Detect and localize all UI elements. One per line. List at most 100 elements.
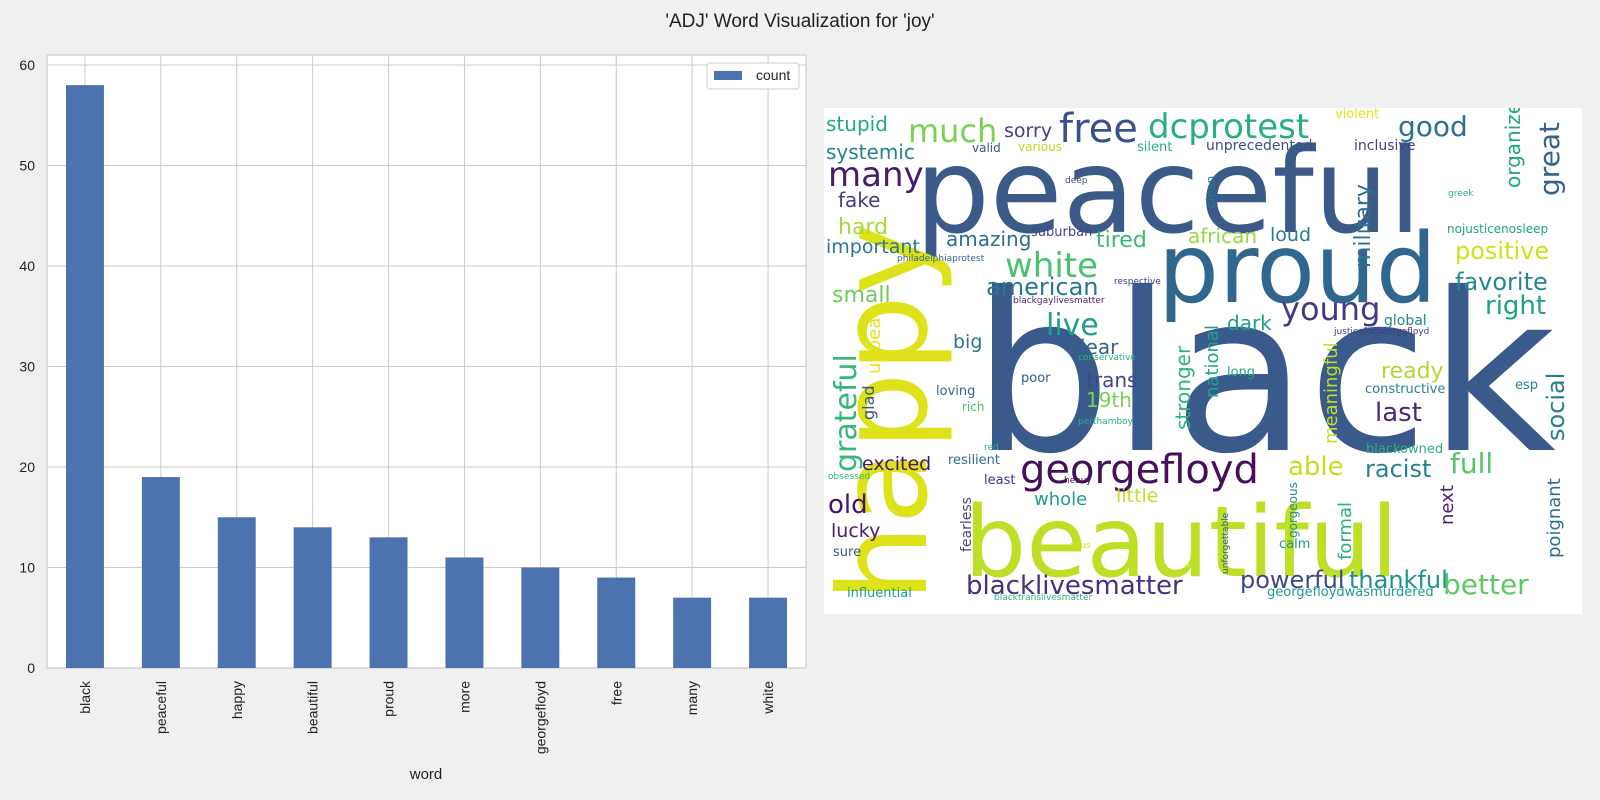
- legend-label: count: [756, 67, 790, 83]
- bar-free: [597, 577, 636, 668]
- wordcloud-word-positive: positive: [1455, 237, 1549, 265]
- wordcloud-word-systemic: systemic: [826, 140, 915, 164]
- wordcloud-word-little: little: [1116, 485, 1158, 507]
- x-tick-label: beautiful: [305, 681, 321, 734]
- wordcloud-word-nojusticenosleep: nojusticenosleep: [1447, 222, 1548, 236]
- x-tick-label: georgefloyd: [532, 681, 548, 754]
- y-tick-label: 30: [19, 359, 35, 375]
- wordcloud-word-conservative: conservative: [1078, 353, 1136, 363]
- bar-chart: 0 10 20 30 40 50 60 black peaceful happy beautifu…: [19, 54, 807, 783]
- wordcloud-word-small: small: [832, 283, 891, 308]
- figure-title: 'ADJ' Word Visualization for 'joy': [665, 11, 935, 32]
- wordcloud-word-glad: glad: [859, 385, 878, 420]
- wordcloud-word-poignant: poignant: [1544, 478, 1565, 558]
- wordcloud-word-suburban: suburban: [1031, 225, 1092, 240]
- wordcloud-word-last: last: [1375, 398, 1422, 428]
- wordcloud-word-gorgeous: gorgeous: [1286, 482, 1300, 538]
- wordcloud-word-social: social: [1542, 373, 1570, 441]
- x-tick-label: more: [456, 681, 472, 713]
- wordcloud-word-sorry: sorry: [1004, 120, 1052, 142]
- y-tick-labels: 0 10 20 30 40 50 60: [19, 57, 35, 676]
- wordcloud-word-valid: valid: [972, 141, 1001, 155]
- wordcloud-word-poor: poor: [1021, 371, 1051, 386]
- y-tick-label: 20: [19, 459, 35, 475]
- wordcloud-word-powerful: powerful: [1240, 566, 1345, 594]
- wordcloud-word-lucky: lucky: [831, 520, 880, 542]
- wordcloud-word-red: red: [984, 443, 999, 453]
- wordcloud-word-next: next: [1437, 485, 1458, 525]
- wordcloud-word-organized: organized: [1501, 108, 1525, 188]
- bar-white: [749, 597, 788, 668]
- wordcloud-word-great: great: [1533, 122, 1566, 196]
- word-cloud-panel: black peaceful happy beautiful proud georgefl…: [824, 108, 1582, 614]
- wordcloud-word-dcprotest: dcprotest: [1148, 108, 1309, 147]
- bar-peaceful: [141, 477, 180, 668]
- wordcloud-word-loud: loud: [1270, 224, 1311, 246]
- wordcloud-word-respective: respective: [1114, 277, 1161, 287]
- wordcloud-word-big: big: [953, 331, 982, 353]
- wordcloud-word-influential: influential: [847, 586, 912, 601]
- wordcloud-word-clean: clean: [1204, 176, 1218, 208]
- y-tick-label: 0: [27, 660, 35, 676]
- wordcloud-word-upbeat: upbeat: [864, 311, 885, 374]
- wordcloud-word-live: live: [1046, 308, 1099, 343]
- wordcloud-word-inclusive: inclusive: [1354, 138, 1415, 154]
- wordcloud-word-calm: calm: [1279, 537, 1310, 552]
- wordcloud-word-heavy: heavy: [1064, 476, 1092, 486]
- wordcloud-word-perthamboy: perthamboy: [1078, 417, 1134, 427]
- wordcloud-word-african: african: [1188, 224, 1257, 248]
- wordcloud-word-stronger: stronger: [1171, 345, 1195, 430]
- wordcloud-word-black: black: [972, 246, 1556, 502]
- wordcloud-word-right: right: [1485, 291, 1546, 321]
- wordcloud-word-justiceforgeorgefloyd: justiceforgeorgefloyd: [1333, 327, 1429, 337]
- wordcloud-word-racist: racist: [1365, 455, 1431, 483]
- wordcloud-word-esp: esp: [1515, 378, 1538, 393]
- x-tick-label: free: [608, 681, 624, 705]
- wordcloud-word-tired: tired: [1096, 228, 1147, 253]
- y-tick-label: 60: [19, 57, 35, 73]
- wordcloud-word-georgefloydwasmurdered: georgefloydwasmurdered: [1267, 585, 1434, 600]
- x-tick-label: black: [77, 680, 93, 714]
- x-tick-label: happy: [229, 681, 245, 719]
- wordcloud-word-philadelphiaprotest: philadelphiaprotest: [897, 254, 985, 264]
- x-tick-label: white: [760, 681, 776, 715]
- x-tick-label: peaceful: [153, 681, 169, 734]
- wordcloud-word-georgefloyd: georgefloyd: [1020, 447, 1259, 493]
- wordcloud-word-blacktranslivesmatter: blacktranslivesmatter: [994, 593, 1092, 603]
- wordcloud-word-excited: excited: [862, 453, 931, 475]
- wordcloud-word-deep: deep: [1065, 176, 1088, 186]
- wordcloud-word-young: young: [1281, 290, 1380, 328]
- x-tick-label: proud: [381, 681, 397, 717]
- wordcloud-word-thankful: thankful: [1349, 566, 1448, 594]
- bar-many: [673, 597, 712, 668]
- wordcloud-word-blackgaylivesmatter: blackgaylivesmatter: [1013, 296, 1105, 306]
- wordcloud-word-greek: greek: [1448, 189, 1474, 199]
- wordcloud-word-formal: formal: [1335, 502, 1356, 560]
- wordcloud-word-favorite: favorite: [1455, 268, 1548, 296]
- wordcloud-word-odus: odus: [1069, 541, 1091, 551]
- wordcloud-word-hard: hard: [838, 215, 888, 240]
- wordcloud-word-meaningful: meaningful: [1321, 342, 1342, 444]
- wordcloud-word-peaceful: peaceful: [915, 122, 1421, 260]
- bar-black: [65, 85, 104, 669]
- wordcloud-word-long: long: [1227, 365, 1255, 380]
- bar-beautiful: [293, 527, 332, 668]
- wordcloud-word-loving: loving: [936, 384, 975, 399]
- bar-proud: [369, 537, 408, 668]
- wordcloud-word-clear: clear: [1069, 335, 1119, 359]
- y-tick-label: 50: [19, 158, 35, 174]
- wordcloud-word-stupid: stupid: [826, 112, 888, 136]
- x-axis-label: word: [409, 766, 443, 783]
- wordcloud-word-much: much: [908, 112, 997, 150]
- wordcloud-word-american: american: [986, 273, 1099, 301]
- y-tick-label: 40: [19, 258, 35, 274]
- wordcloud-word-least: least: [984, 473, 1015, 488]
- legend: count: [706, 62, 800, 90]
- wordcloud-word-national: national: [1202, 325, 1223, 398]
- wordcloud-word-important: important: [826, 236, 920, 258]
- wordcloud-word-proud: proud: [1158, 213, 1437, 325]
- wordcloud-word-amazing: amazing: [946, 227, 1031, 251]
- wordcloud-word-full: full: [1450, 447, 1493, 480]
- wordcloud-word-resilient: resilient: [948, 453, 1000, 468]
